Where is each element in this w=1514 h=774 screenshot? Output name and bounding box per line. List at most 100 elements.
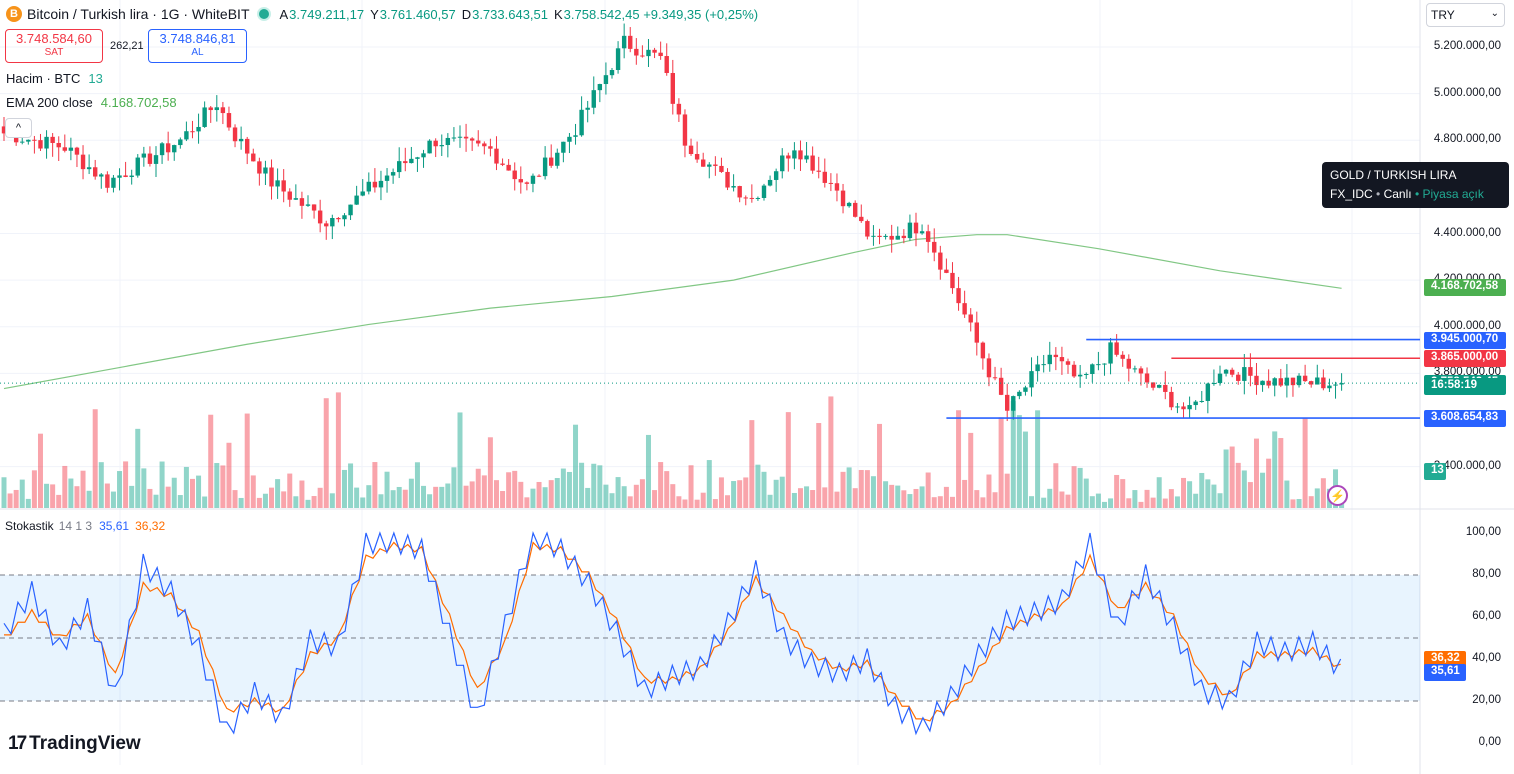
candle-body (105, 174, 110, 188)
volume-bar (1223, 449, 1229, 508)
ema-label: EMA 200 close (6, 95, 93, 110)
candle-body (1011, 396, 1016, 411)
tooltip-separator-2: • (1414, 187, 1420, 201)
price-tag: 4.168.702,58 (1424, 279, 1506, 297)
volume-bar (566, 471, 572, 508)
candle-body (1053, 354, 1059, 358)
candle-body (1132, 368, 1138, 370)
volume-bar (1004, 473, 1010, 508)
currency-select[interactable]: TRY ⌄ (1426, 3, 1505, 27)
volume-bar (1132, 490, 1138, 508)
volume-bar (317, 487, 323, 508)
volume-bar (925, 472, 931, 508)
candle-body (621, 35, 627, 49)
volume-bar (1041, 497, 1047, 508)
candle-body (1169, 391, 1174, 408)
volume-bar (50, 484, 56, 508)
candle-body (214, 107, 219, 111)
collapse-legend-button[interactable]: ^ (5, 118, 32, 138)
candle-body (342, 215, 347, 220)
volume-bar (62, 465, 68, 508)
candle-body (93, 167, 98, 177)
volume-bar (579, 462, 585, 508)
volume-bar (1126, 498, 1132, 508)
volume-bar (676, 496, 682, 508)
candle-body (658, 52, 663, 57)
volume-bar (1241, 470, 1247, 508)
volume-bar (135, 428, 141, 508)
volume-bar (1290, 499, 1296, 508)
volume-bar (907, 494, 913, 508)
candle-body (80, 154, 86, 170)
candle-body (1242, 367, 1247, 381)
volume-bar (573, 424, 579, 508)
volume-bar (1272, 431, 1278, 508)
stochastic-k-line (3, 530, 1342, 736)
candle-body (1059, 357, 1065, 362)
volume-bar (13, 489, 19, 508)
candle-body (640, 55, 645, 57)
volume-bar (183, 466, 189, 508)
volume-bar (80, 470, 86, 508)
volume-legend[interactable]: Hacim · BTC 13 (6, 71, 103, 86)
candle-body (1333, 384, 1338, 386)
price-tag: 13 (1424, 462, 1446, 480)
volume-bar (718, 477, 724, 508)
volume-bar (883, 481, 889, 508)
volume-bar (804, 486, 810, 508)
ema-legend[interactable]: EMA 200 close 4.168.702,58 (6, 95, 177, 110)
ohlc-high-value: 3.761.460,57 (379, 6, 456, 22)
volume-bar (275, 479, 281, 508)
tradingview-logo-icon: 17 (8, 733, 27, 754)
candle-body (1065, 361, 1071, 365)
candle-body (1193, 401, 1198, 406)
candle-body (1327, 385, 1332, 389)
lightning-icon[interactable]: ⚡ (1327, 485, 1348, 506)
volume-bar (262, 493, 268, 508)
sell-button[interactable]: 3.748.584,60 SAT (5, 29, 103, 63)
volume-bar (591, 463, 597, 508)
tradingview-logo[interactable]: 17 TradingView (8, 733, 141, 755)
volume-bar (129, 485, 135, 508)
volume-bar (214, 463, 220, 508)
volume-bar (37, 433, 43, 508)
candle-body (184, 131, 189, 140)
candle-body (907, 222, 913, 239)
candle-body (1223, 369, 1229, 374)
stochastic-legend[interactable]: Stokastik 14 1 3 35,61 36,32 (5, 519, 165, 533)
candle-body (1157, 384, 1162, 388)
candle-body (159, 143, 165, 156)
volume-label: Hacim · BTC (6, 71, 81, 86)
candle-body (1181, 406, 1186, 410)
volume-bar (816, 423, 822, 508)
volume-bar (1314, 488, 1320, 508)
volume-bar (1278, 438, 1284, 508)
symbol-title[interactable]: Bitcoin / Turkish lira · 1G · WhiteBIT (27, 6, 250, 22)
candle-body (1144, 373, 1150, 383)
volume-bar (165, 486, 171, 508)
symbol-legend[interactable]: B Bitcoin / Turkish lira · 1G · WhiteBIT… (6, 5, 764, 23)
candle-body (609, 69, 615, 76)
volume-bar (621, 486, 627, 508)
volume-bar (86, 490, 92, 508)
volume-bar (354, 487, 360, 508)
candle-body (1035, 364, 1040, 372)
candle-body (208, 107, 213, 111)
candle-body (99, 174, 104, 177)
candle-body (1163, 384, 1168, 392)
candle-body (1138, 368, 1144, 374)
candle-body (384, 175, 390, 181)
candle-body (798, 150, 803, 160)
price-axis-label: 4.800.000,00 (1433, 133, 1501, 146)
candle-body (397, 161, 402, 173)
volume-bar (645, 434, 651, 508)
volume-bar (1077, 467, 1083, 508)
candle-body (1041, 364, 1046, 366)
candle-body (257, 161, 262, 174)
volume-bar (828, 396, 834, 508)
volume-bar (92, 409, 98, 508)
buy-button[interactable]: 3.748.846,81 AL (148, 29, 247, 63)
candle-body (1114, 342, 1119, 355)
ema200-line (3, 234, 1342, 390)
